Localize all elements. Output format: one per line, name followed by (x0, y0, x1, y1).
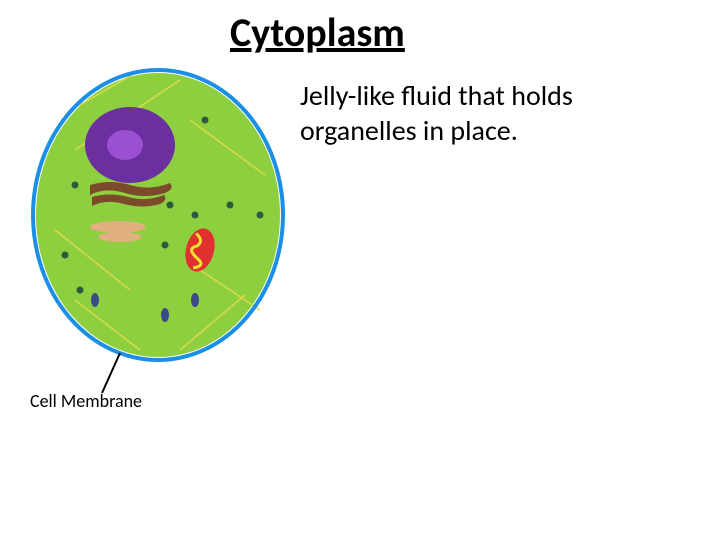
description-text: Jelly-like fluid that holds organelles i… (300, 78, 690, 148)
cell-membrane-label: Cell Membrane (30, 390, 142, 412)
leader-line (102, 353, 120, 393)
cell-diagram (20, 55, 300, 395)
page-title: Cytoplasm (230, 8, 405, 57)
nucleus-inner-icon (107, 130, 143, 160)
